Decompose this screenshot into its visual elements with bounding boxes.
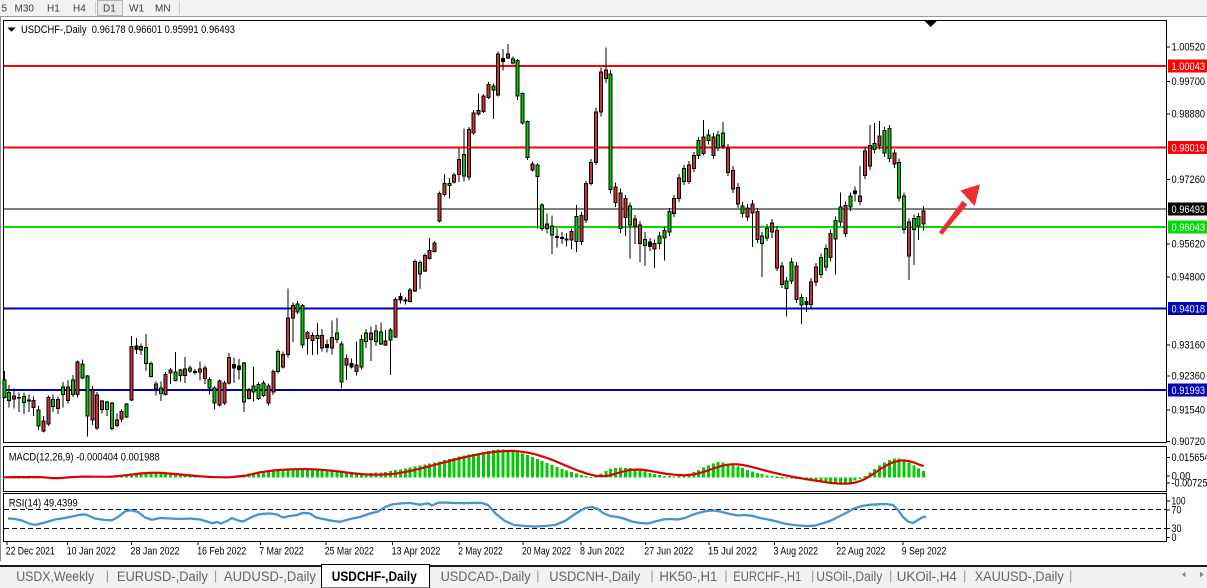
- svg-text:0.97260: 0.97260: [1172, 174, 1206, 186]
- svg-text:0.91540: 0.91540: [1172, 405, 1206, 417]
- svg-text:M30: M30: [15, 4, 35, 15]
- svg-text:0.92360: 0.92360: [1172, 370, 1206, 382]
- svg-text:|: |: [536, 568, 539, 583]
- svg-text:AUDUSD-,Daily: AUDUSD-,Daily: [224, 569, 316, 584]
- svg-text:EURCHF-,H1: EURCHF-,H1: [733, 569, 801, 584]
- svg-text:0.00: 0.00: [1172, 471, 1191, 483]
- svg-text:100: 100: [1172, 496, 1186, 508]
- svg-text:|: |: [214, 568, 217, 583]
- svg-text:USDCAD-,Daily: USDCAD-,Daily: [441, 569, 531, 584]
- svg-text:0.94018: 0.94018: [1172, 304, 1206, 316]
- svg-text:0.99700: 0.99700: [1172, 76, 1206, 88]
- svg-text:0.015654: 0.015654: [1172, 452, 1207, 464]
- svg-text:-0.007259: -0.007259: [1172, 478, 1207, 490]
- svg-text:5: 5: [2, 4, 8, 15]
- svg-text:7 Mar 2022: 7 Mar 2022: [259, 546, 304, 558]
- svg-text:USDCNH-,Daily: USDCNH-,Daily: [549, 569, 640, 584]
- svg-text:MACD(12,26,9) -0.000404 0.0019: MACD(12,26,9) -0.000404 0.001988: [9, 452, 160, 464]
- svg-text:0.95620: 0.95620: [1172, 238, 1206, 250]
- svg-text:1.00043: 1.00043: [1172, 61, 1206, 73]
- svg-text:0.91993: 0.91993: [1172, 385, 1206, 397]
- svg-text:H4: H4: [73, 4, 86, 15]
- svg-text:25 Mar 2022: 25 Mar 2022: [325, 546, 374, 558]
- svg-text:|: |: [106, 568, 109, 583]
- svg-text:H1: H1: [47, 4, 60, 15]
- svg-text:0.96493: 0.96493: [1172, 204, 1206, 216]
- svg-text:HK50-,H1: HK50-,H1: [659, 569, 717, 584]
- svg-text:2 May 2022: 2 May 2022: [458, 546, 503, 558]
- svg-text:0: 0: [1172, 532, 1177, 544]
- svg-text:UKOil-,H4: UKOil-,H4: [897, 569, 957, 584]
- svg-text:USDCHF-,Daily: USDCHF-,Daily: [332, 569, 417, 584]
- svg-text:0.93160: 0.93160: [1172, 340, 1206, 352]
- svg-text:USDX,Weekly: USDX,Weekly: [16, 569, 94, 584]
- svg-text:RSI(14) 49.4399: RSI(14) 49.4399: [9, 498, 78, 510]
- svg-text:3 Aug 2022: 3 Aug 2022: [774, 546, 819, 558]
- svg-text:16 Feb 2022: 16 Feb 2022: [197, 546, 246, 558]
- svg-text:|: |: [889, 568, 892, 583]
- svg-text:22 Aug 2022: 22 Aug 2022: [836, 546, 885, 558]
- svg-text:70: 70: [1172, 504, 1182, 516]
- svg-text:9 Sep 2022: 9 Sep 2022: [902, 546, 947, 558]
- svg-text:W1: W1: [129, 4, 144, 15]
- svg-text:8 Jun 2022: 8 Jun 2022: [580, 546, 625, 558]
- svg-text:|: |: [650, 568, 653, 583]
- svg-text:22 Dec 2021: 22 Dec 2021: [6, 546, 55, 558]
- svg-text:20 May 2022: 20 May 2022: [522, 546, 571, 558]
- svg-text:0.94800: 0.94800: [1172, 272, 1206, 284]
- svg-text:XAUUSD-,Daily: XAUUSD-,Daily: [975, 569, 1064, 584]
- svg-text:D1: D1: [103, 4, 116, 15]
- svg-text:30: 30: [1172, 523, 1182, 535]
- svg-text:10 Jan 2022: 10 Jan 2022: [67, 546, 116, 558]
- svg-text:28 Jan 2022: 28 Jan 2022: [131, 546, 180, 558]
- svg-text:13 Apr 2022: 13 Apr 2022: [392, 546, 441, 558]
- svg-text:27 Jun 2022: 27 Jun 2022: [644, 546, 693, 558]
- svg-text:MN: MN: [155, 4, 171, 15]
- svg-text:0.98019: 0.98019: [1172, 142, 1206, 154]
- svg-text:|: |: [724, 568, 727, 583]
- svg-text:15 Jul 2022: 15 Jul 2022: [708, 546, 757, 558]
- svg-text:0.96043: 0.96043: [1172, 222, 1206, 234]
- svg-text:0.90720: 0.90720: [1172, 436, 1206, 448]
- svg-text:1.00520: 1.00520: [1172, 42, 1206, 54]
- svg-text:USOil-,Daily: USOil-,Daily: [816, 569, 882, 584]
- svg-text:EURUSD-,Daily: EURUSD-,Daily: [117, 569, 208, 584]
- svg-text:|: |: [811, 568, 814, 583]
- svg-text:0.98880: 0.98880: [1172, 108, 1206, 120]
- svg-text:|: |: [1069, 568, 1072, 583]
- svg-text:USDCHF-,Daily 0.96178 0.96601: USDCHF-,Daily 0.96178 0.96601 0.95991 0.…: [21, 24, 235, 36]
- svg-text:|: |: [963, 568, 966, 583]
